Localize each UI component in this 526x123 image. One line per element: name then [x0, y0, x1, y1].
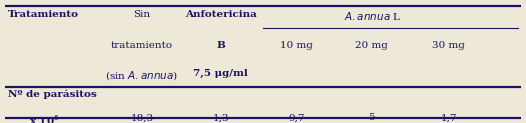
Text: (sin $\mathit{A. annua}$): (sin $\mathit{A. annua}$) — [105, 69, 178, 82]
Text: Anfotericina: Anfotericina — [185, 10, 257, 19]
Text: 1,3: 1,3 — [213, 113, 229, 122]
Text: 9,7: 9,7 — [288, 113, 305, 122]
Text: 18,3: 18,3 — [130, 113, 154, 122]
Text: 10 mg: 10 mg — [280, 41, 313, 50]
Text: 1,7: 1,7 — [440, 113, 457, 122]
Text: $\mathit{A. annua}$ L: $\mathit{A. annua}$ L — [344, 10, 401, 22]
Text: tratamiento: tratamiento — [111, 41, 173, 50]
Text: 5: 5 — [368, 113, 375, 122]
Text: Tratamiento: Tratamiento — [8, 10, 79, 19]
Text: 30 mg: 30 mg — [432, 41, 465, 50]
Text: 7,5 μg/ml: 7,5 μg/ml — [194, 69, 248, 78]
Text: x 10$^{6}$: x 10$^{6}$ — [29, 113, 59, 123]
Text: Sin: Sin — [133, 10, 150, 19]
Text: B: B — [216, 41, 225, 50]
Text: 20 mg: 20 mg — [355, 41, 388, 50]
Text: Nº de parásitos: Nº de parásitos — [8, 89, 97, 99]
